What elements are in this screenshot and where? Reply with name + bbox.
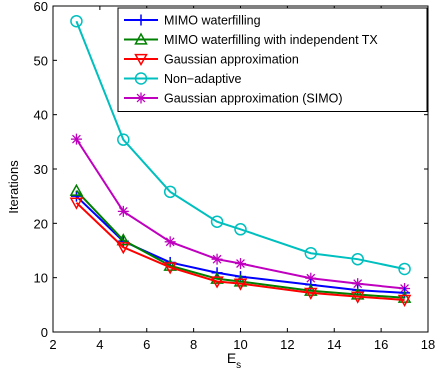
legend-entry: Non−adaptive [124,72,242,86]
asterisk-marker-d2 [306,273,316,283]
legend-swatch-marker [134,32,148,45]
asterisk-marker-d2 [165,237,175,247]
x-tick-label: 18 [421,337,435,352]
x-tick-label: 12 [280,337,294,352]
x-tick-label: 8 [190,337,197,352]
y-tick-label: 30 [34,162,48,177]
data-point [210,215,224,228]
series-2 [69,197,412,307]
legend-entry: Gaussian approximation [124,53,299,67]
data-point [117,205,129,217]
legend-swatch-marker [134,53,148,67]
legend-entry: MIMO waterfilling [124,14,261,28]
y-tick-label: 40 [34,108,48,123]
x-tick-label: 10 [233,337,247,352]
legend: MIMO waterfilling MIMO waterfilling with … [117,7,428,112]
asterisk-marker-d2 [136,93,146,103]
x-axis-label-subscript: s [236,360,241,371]
legend-swatch-marker [135,92,147,104]
asterisk-marker-d2 [353,279,363,289]
data-point [235,258,246,270]
y-tick-label: 0 [41,325,48,340]
data-point [233,278,248,291]
y-axis-label: Iterations [6,160,21,214]
data-point [211,253,223,265]
series-layer [69,14,412,307]
data-point [350,291,365,304]
asterisk-marker-d2 [212,254,222,264]
asterisk-marker-d2 [72,134,81,144]
series-line [75,138,405,290]
legend-swatch-marker [134,72,148,85]
data-point [397,294,412,307]
data-point [117,133,130,146]
y-tick-label: 60 [34,0,48,14]
data-point [304,283,318,296]
legend-label: Gaussian approximation [164,53,299,67]
series-line [75,201,405,301]
legend-swatch-marker [135,14,147,26]
legend-label: MIMO waterfilling with independent TX [164,33,378,47]
legend-entry: MIMO waterfilling with independent TX [124,32,378,47]
x-tick-label: 6 [143,337,150,352]
data-point [164,236,176,248]
asterisk-marker-d2 [236,259,245,268]
legend-entry: Gaussian approximation (SIMO) [124,92,343,106]
y-tick-label: 20 [34,216,48,231]
data-point [69,183,84,196]
data-point [351,252,364,266]
series-3 [70,14,411,276]
series-line [75,190,405,299]
y-tick-label: 50 [34,53,48,68]
x-tick-label: 2 [49,337,56,352]
x-axis-label-main: E [227,350,236,366]
data-point [350,287,365,300]
data-point [233,274,248,287]
data-point [69,197,84,210]
x-tick-label: 16 [374,337,388,352]
data-point [398,262,411,276]
legend-label: Gaussian approximation (SIMO) [164,92,343,106]
data-point [210,276,224,289]
legend-label: Non−adaptive [164,72,242,86]
data-point [70,14,83,28]
series-1 [69,183,412,303]
y-tick-label: 10 [34,271,48,286]
data-point [116,233,131,246]
series-line [75,20,405,270]
data-point [163,262,177,275]
x-tick-label: 4 [96,337,103,352]
legend-label: MIMO waterfilling [164,14,261,28]
data-point [304,246,318,260]
data-point [397,290,412,303]
data-point [304,287,318,300]
x-tick-label: 14 [327,337,341,352]
data-point [116,242,131,255]
x-axis-label: Es [227,350,241,371]
data-point [210,271,224,284]
data-point [70,133,82,145]
legend-box [117,7,428,112]
asterisk-marker-d2 [118,206,128,216]
data-point [70,190,82,202]
data-point [234,223,247,236]
data-point [163,185,177,199]
